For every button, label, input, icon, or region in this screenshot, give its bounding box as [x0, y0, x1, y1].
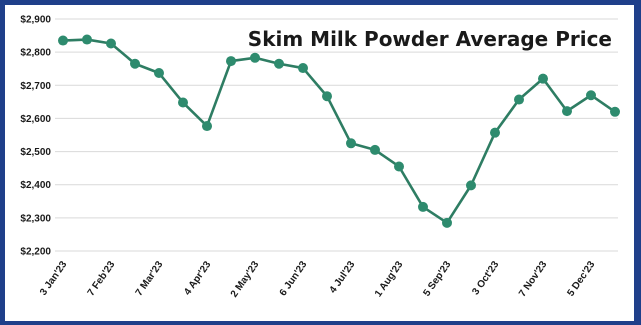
- data-point: [58, 35, 68, 46]
- data-point: [418, 201, 428, 212]
- x-tick-label: 7 Feb'23: [86, 259, 118, 298]
- grid-lines: [55, 18, 618, 252]
- chart-title: Skim Milk Powder Average Price: [248, 27, 612, 51]
- data-point: [394, 161, 404, 172]
- data-point: [538, 73, 548, 84]
- data-point: [202, 121, 212, 132]
- x-tick-label: 4 Apr'23: [182, 259, 213, 297]
- data-point: [82, 34, 92, 45]
- y-axis: $2,200 $2,300 $2,400 $2,500 $2,600 $2,700 $2,8…: [20, 15, 51, 258]
- x-tick-label: 4 Jul'23: [328, 259, 358, 295]
- y-tick-label: $2,400: [20, 180, 51, 191]
- data-point: [586, 90, 596, 101]
- x-axis: 3 Jan'23 7 Feb'23 7 Mar'23 4 Apr'23 2 May'23…: [38, 259, 598, 299]
- data-point: [490, 127, 500, 138]
- data-point: [514, 94, 524, 105]
- data-point: [106, 38, 116, 49]
- data-point: [130, 58, 140, 69]
- data-point: [466, 180, 476, 191]
- data-point: [154, 68, 164, 79]
- x-tick-label: 7 Nov'23: [517, 259, 550, 299]
- x-tick-label: 2 May'23: [229, 259, 262, 299]
- y-tick-label: $2,500: [20, 147, 51, 158]
- data-point: [274, 58, 284, 69]
- x-tick-label: 1 Aug'23: [373, 259, 406, 299]
- data-point: [610, 106, 620, 117]
- data-point: [562, 106, 572, 117]
- data-point: [226, 56, 236, 67]
- x-tick-label: 7 Mar'23: [134, 259, 166, 298]
- y-tick-label: $2,600: [20, 114, 51, 125]
- x-tick-label: 6 Jun'23: [278, 259, 310, 298]
- y-tick-label: $2,200: [20, 247, 51, 258]
- data-point: [322, 91, 332, 102]
- x-tick-label: 5 Dec'23: [565, 259, 597, 299]
- chart-panel: [5, 5, 634, 321]
- data-point: [442, 217, 452, 228]
- series-line: [62, 38, 616, 225]
- y-tick-label: $2,700: [20, 81, 51, 92]
- y-tick-label: $2,900: [20, 15, 51, 26]
- data-point: [370, 144, 380, 155]
- x-tick-label: 5 Sep'23: [421, 259, 453, 299]
- data-point: [178, 97, 188, 108]
- y-tick-label: $2,800: [20, 48, 51, 59]
- data-point: [346, 138, 356, 149]
- data-points: [58, 34, 620, 228]
- data-point: [250, 52, 260, 63]
- data-point: [298, 63, 308, 74]
- x-tick-label: 3 Oct'23: [470, 259, 501, 297]
- x-tick-label: 3 Jan'23: [38, 259, 70, 298]
- y-tick-label: $2,300: [20, 213, 51, 224]
